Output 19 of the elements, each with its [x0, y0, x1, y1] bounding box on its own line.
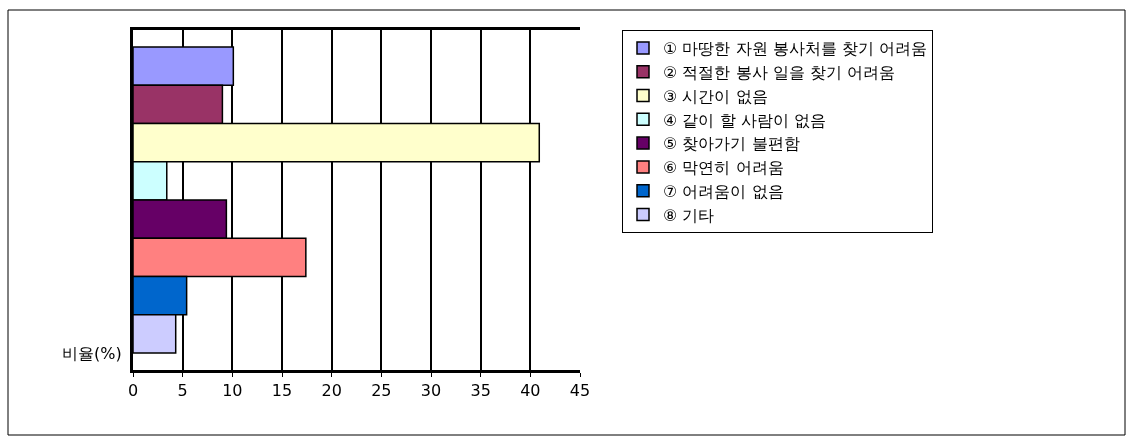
x-tick-label: 35	[470, 381, 491, 401]
x-tick-label: 40	[520, 381, 541, 401]
legend-label: ③ 시간이 없음	[663, 86, 768, 106]
legend-label: ① 마땅한 자원 봉사처를 찾기 어려움	[663, 39, 927, 59]
x-tick-label: 20	[321, 381, 342, 401]
x-tick-label: 5	[177, 381, 188, 401]
legend-label: ⑦ 어려움이 없음	[663, 181, 784, 201]
legend-label: ⑥ 막연히 어려움	[663, 158, 784, 178]
legend-label: ⑧ 기타	[663, 205, 715, 225]
x-tick-label: 10	[222, 381, 243, 401]
legend-label: ② 적절한 봉사 일을 찾기 어려움	[663, 62, 895, 82]
x-tick-label: 25	[371, 381, 392, 401]
x-tick-label: 0	[127, 381, 139, 401]
legend-label: ⑤ 찾아가기 불편함	[663, 134, 800, 154]
legend-label: ④ 같이 할 사람이 없음	[663, 110, 826, 130]
x-tick-label: 15	[271, 381, 293, 401]
x-tick-label: 30	[420, 381, 442, 401]
y-axis-title: 비율(%)	[62, 344, 122, 363]
x-tick-label: 45	[569, 381, 591, 401]
